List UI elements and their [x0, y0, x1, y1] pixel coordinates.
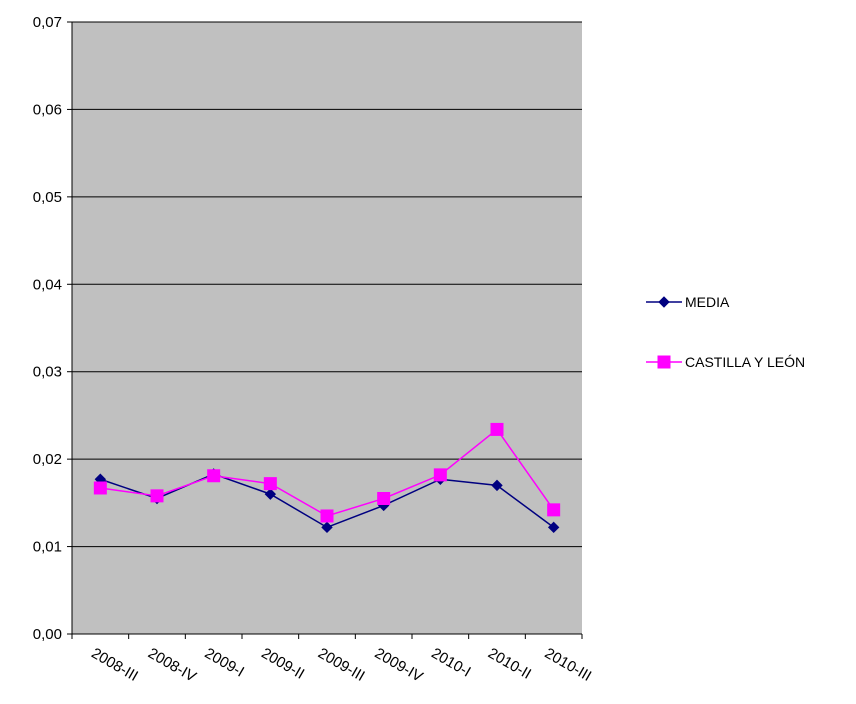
x-tick-label: 2010-II	[485, 645, 534, 683]
y-tick-label: 0,07	[33, 14, 62, 31]
legend-marker	[658, 296, 670, 308]
y-tick-label: 0,03	[33, 364, 62, 381]
x-tick-label: 2010-III	[542, 645, 595, 685]
data-point	[491, 479, 503, 492]
x-tick-label: 2009-I	[202, 645, 247, 681]
x-tick-label: 2009-II	[258, 645, 307, 683]
data-point	[150, 489, 164, 503]
y-tick-label: 0,02	[33, 451, 62, 468]
y-tick-label: 0,05	[33, 189, 62, 206]
data-point	[321, 521, 333, 534]
data-point	[377, 491, 391, 505]
y-tick-label: 0,00	[33, 626, 62, 643]
y-tick-label: 0,04	[33, 276, 62, 293]
legend-label: CASTILLA Y LEÓN	[685, 354, 805, 370]
series-2	[93, 422, 561, 523]
data-point	[433, 468, 447, 482]
data-point	[547, 521, 560, 534]
series-layer	[93, 422, 561, 534]
data-point	[490, 422, 504, 436]
data-point	[264, 488, 277, 500]
y-tick-label: 0,01	[33, 539, 62, 556]
legend-label: MEDIA	[685, 294, 730, 310]
data-point	[547, 503, 561, 517]
x-tick-label: 2009-IV	[372, 645, 426, 686]
y-tick-label: 0,06	[33, 101, 62, 118]
x-tick-label: 2008-IV	[145, 645, 199, 686]
x-tick-label: 2010-I	[428, 645, 473, 681]
legend-item: CASTILLA Y LEÓN	[646, 354, 805, 370]
gridlines	[72, 21, 582, 548]
x-tick-label: 2008-III	[88, 645, 141, 685]
x-axis-ticks: 2008-III 2008-IV 2009-I 2009-II 2009-III 2009…	[71, 634, 595, 686]
legend-marker	[657, 355, 671, 369]
data-point	[320, 509, 334, 523]
plot-area	[72, 22, 582, 634]
legend: MEDIA CASTILLA Y LEÓN	[646, 294, 805, 370]
y-axis-ticks: 0,00 0,01 0,02 0,03 0,04 0,05 0,06 0,07	[33, 14, 72, 643]
x-tick-label: 2009-III	[315, 645, 368, 685]
data-point	[207, 469, 221, 483]
data-point	[263, 477, 277, 491]
legend-item: MEDIA	[646, 294, 730, 310]
data-point	[93, 481, 107, 495]
